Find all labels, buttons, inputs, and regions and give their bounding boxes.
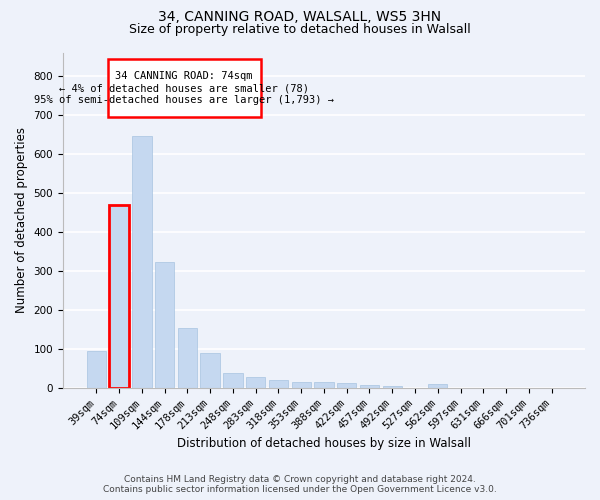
Bar: [269, 380, 288, 388]
Text: 34 CANNING ROAD: 74sqm
← 4% of detached houses are smaller (78)
95% of semi-deta: 34 CANNING ROAD: 74sqm ← 4% of detached …: [34, 72, 334, 104]
Text: Contains HM Land Registry data © Crown copyright and database right 2024.
Contai: Contains HM Land Registry data © Crown c…: [103, 474, 497, 494]
Bar: [383, 386, 402, 388]
Bar: [314, 382, 334, 388]
Bar: [200, 353, 220, 388]
Bar: [292, 382, 311, 388]
Bar: [223, 372, 242, 388]
X-axis label: Distribution of detached houses by size in Walsall: Distribution of detached houses by size …: [177, 437, 471, 450]
Y-axis label: Number of detached properties: Number of detached properties: [15, 128, 28, 314]
Bar: [109, 204, 129, 388]
Text: 34, CANNING ROAD, WALSALL, WS5 3HN: 34, CANNING ROAD, WALSALL, WS5 3HN: [158, 10, 442, 24]
Bar: [337, 383, 356, 388]
Bar: [246, 377, 265, 388]
Bar: [86, 351, 106, 388]
FancyBboxPatch shape: [108, 59, 260, 117]
Bar: [132, 136, 152, 388]
Bar: [360, 385, 379, 388]
Bar: [178, 328, 197, 388]
Bar: [428, 384, 448, 388]
Text: Size of property relative to detached houses in Walsall: Size of property relative to detached ho…: [129, 22, 471, 36]
Bar: [155, 262, 174, 388]
